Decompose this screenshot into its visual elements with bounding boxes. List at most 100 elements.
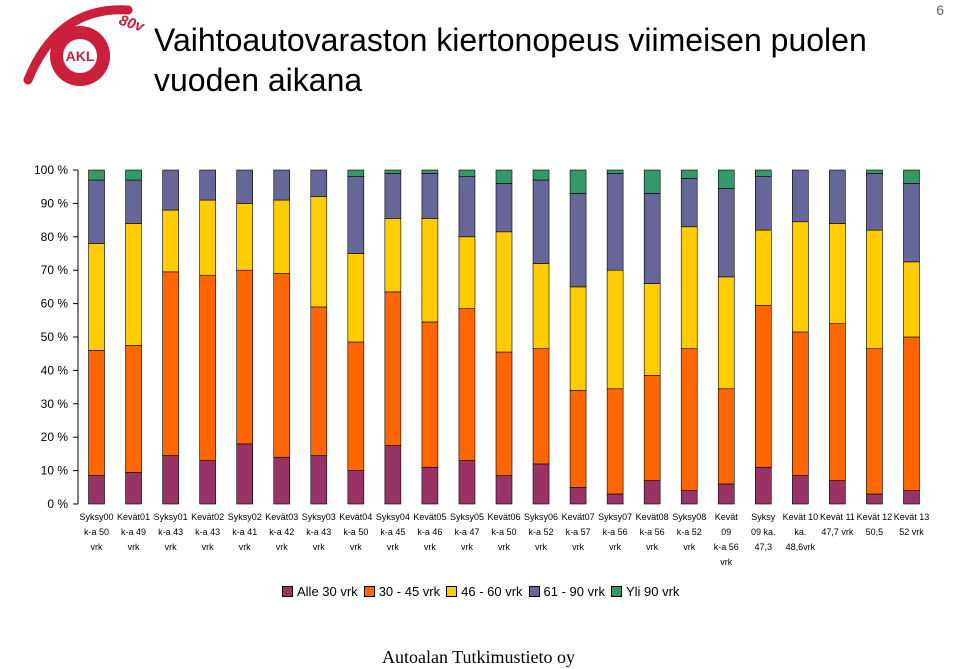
- bar-segment-5: [903, 169, 920, 184]
- x-tick-label: Syksy03 k-a 43 vrk: [302, 512, 336, 552]
- bar-segment-1: [162, 455, 179, 505]
- x-tick-label-line: k-a 45: [380, 527, 405, 537]
- bar-segment-4: [792, 169, 809, 223]
- x-tick-label-line: k-a 41: [232, 527, 257, 537]
- bar-segment-3: [569, 286, 587, 391]
- x-tick-label-line: k-a 49: [121, 527, 146, 537]
- x-tick-label: Syksy 09 ka. 47,3: [751, 512, 776, 552]
- bar-segment-2: [717, 388, 735, 485]
- x-tick-label-line: vrk: [202, 542, 214, 552]
- x-tick-label: Kevät01 k-a 49 vrk: [117, 512, 150, 552]
- x-tick-label-line: Syksy01: [154, 512, 188, 522]
- bar-segment-5: [680, 169, 698, 179]
- bar-segment-2: [347, 341, 365, 471]
- x-tick-label-line: Kevät02: [191, 512, 224, 522]
- x-tick-label: Kevät04 k-a 50 vrk: [339, 512, 372, 552]
- bar-segment-1: [569, 486, 587, 505]
- legend-item: 61 - 90 vrk: [528, 584, 605, 599]
- bar-segment-4: [88, 179, 105, 244]
- x-tick-label-line: k-a 56: [603, 527, 628, 537]
- bar-segment-2: [866, 348, 883, 495]
- x-tick-label-line: k-a 50: [343, 527, 368, 537]
- bar-segment-5: [347, 169, 365, 177]
- x-tick-label-line: Syksy08: [672, 512, 706, 522]
- bar-segment-1: [310, 455, 328, 505]
- bar-segment-4: [347, 176, 365, 254]
- legend-label: 46 - 60 vrk: [461, 583, 523, 599]
- x-tick-label: Kevät03 k-a 42 vrk: [265, 512, 298, 552]
- x-tick-label-line: k-a 56: [640, 527, 665, 537]
- bar-segment-2: [829, 323, 846, 481]
- bar-segment-4: [125, 179, 142, 224]
- x-tick-label: Syksy00 k-a 50 vrk: [80, 512, 114, 552]
- x-tick-label-line: Kevät05: [413, 512, 446, 522]
- bar-segment-2: [310, 306, 328, 456]
- x-tick-label-line: k-a 52: [529, 527, 554, 537]
- x-tick-label-line: vrk: [239, 542, 251, 552]
- x-tick-label-line: vrk: [683, 542, 695, 552]
- bar-segment-4: [310, 169, 328, 198]
- bar-segment-3: [532, 263, 550, 349]
- x-tick-label-line: Kevät04: [339, 512, 372, 522]
- bar-segment-3: [866, 229, 883, 349]
- bar-segment-5: [458, 169, 476, 177]
- x-tick-label: Kevät 13 52 vrk: [894, 512, 930, 537]
- x-tick-label-line: vrk: [461, 542, 473, 552]
- bar-segment-4: [384, 173, 402, 219]
- x-tick-label-line: vrk: [572, 542, 584, 552]
- logo-swoosh: [23, 5, 133, 85]
- x-tick-label: Kevät 11 47,7 vrk: [820, 512, 855, 537]
- x-tick-label-line: Kevät 13: [894, 512, 930, 522]
- x-tick-label: Kevät 12 50,5: [857, 512, 893, 537]
- x-tick-label-line: k-a 57: [566, 527, 591, 537]
- x-tick-label-line: k-a 43: [158, 527, 183, 537]
- x-tick-label-line: Kevät07: [562, 512, 595, 522]
- legend-swatch: [528, 585, 540, 597]
- x-tick-label-line: vrk: [424, 542, 436, 552]
- x-tick-label-line: vrk: [276, 542, 288, 552]
- bar-segment-1: [755, 466, 772, 505]
- bar-segment-3: [717, 276, 735, 390]
- x-tick-label-line: k-a 52: [677, 527, 702, 537]
- x-tick-label: Syksy06 k-a 52 vrk: [524, 512, 558, 552]
- page-title: Vaihtoautovaraston kiertonopeus viimeise…: [154, 22, 867, 98]
- x-tick-label-line: Kevät03: [265, 512, 298, 522]
- x-tick-label: Syksy02 k-a 41 vrk: [228, 512, 262, 552]
- legend: Alle 30 vrk 30 - 45 vrk 46 - 60 vrk 61 - 90…: [282, 581, 685, 601]
- x-tick-label-line: Kevät01: [117, 512, 150, 522]
- bar-segment-2: [88, 350, 105, 476]
- bar-segment-2: [606, 388, 624, 495]
- footer-credit: Autoalan Tutkimustieto oy: [382, 647, 576, 667]
- bar-segment-4: [606, 173, 624, 271]
- x-tick-label: Syksy01 k-a 43 vrk: [154, 512, 188, 552]
- bar-segment-4: [273, 169, 291, 201]
- x-tick-label: Syksy05 k-a 47 vrk: [450, 512, 484, 552]
- x-tick-label-line: k-a 50: [84, 527, 109, 537]
- bar-segment-1: [421, 466, 439, 505]
- logo-text: AKL: [66, 48, 95, 64]
- x-tick-label: Syksy04 k-a 45 vrk: [376, 512, 410, 552]
- x-tick-label-line: vrk: [387, 542, 399, 552]
- x-tick-label: Kevät 10 ka. 48,6vrk: [783, 512, 819, 552]
- x-axis-labels: Syksy00 k-a 50 vrk Kevät01 k-a 49 vrk Syksy01 k…: [80, 512, 930, 567]
- bar-segment-1: [88, 475, 105, 505]
- x-tick-label-line: Kevät 12: [857, 512, 893, 522]
- bar-segment-2: [273, 273, 291, 458]
- bar-segment-1: [199, 460, 216, 505]
- y-tick-label: 30 %: [41, 397, 69, 411]
- bar-segment-1: [347, 470, 365, 505]
- bar-segment-1: [903, 490, 920, 505]
- bar-segment-5: [717, 169, 735, 189]
- y-tick-label: 40 %: [41, 363, 69, 377]
- bar-segment-4: [236, 169, 253, 204]
- bar-segment-2: [495, 351, 513, 476]
- akl-logo: AKL 80v: [23, 5, 147, 86]
- x-tick-label: Syksy07 k-a 56 vrk: [598, 512, 632, 552]
- x-tick-label-line: Syksy04: [376, 512, 410, 522]
- bar-segment-3: [903, 261, 920, 338]
- bars: [88, 169, 920, 505]
- bar-segment-5: [532, 169, 550, 181]
- bar-segment-3: [88, 243, 105, 351]
- legend-label: Yli 90 vrk: [625, 583, 680, 599]
- x-tick-label-line: vrk: [165, 542, 177, 552]
